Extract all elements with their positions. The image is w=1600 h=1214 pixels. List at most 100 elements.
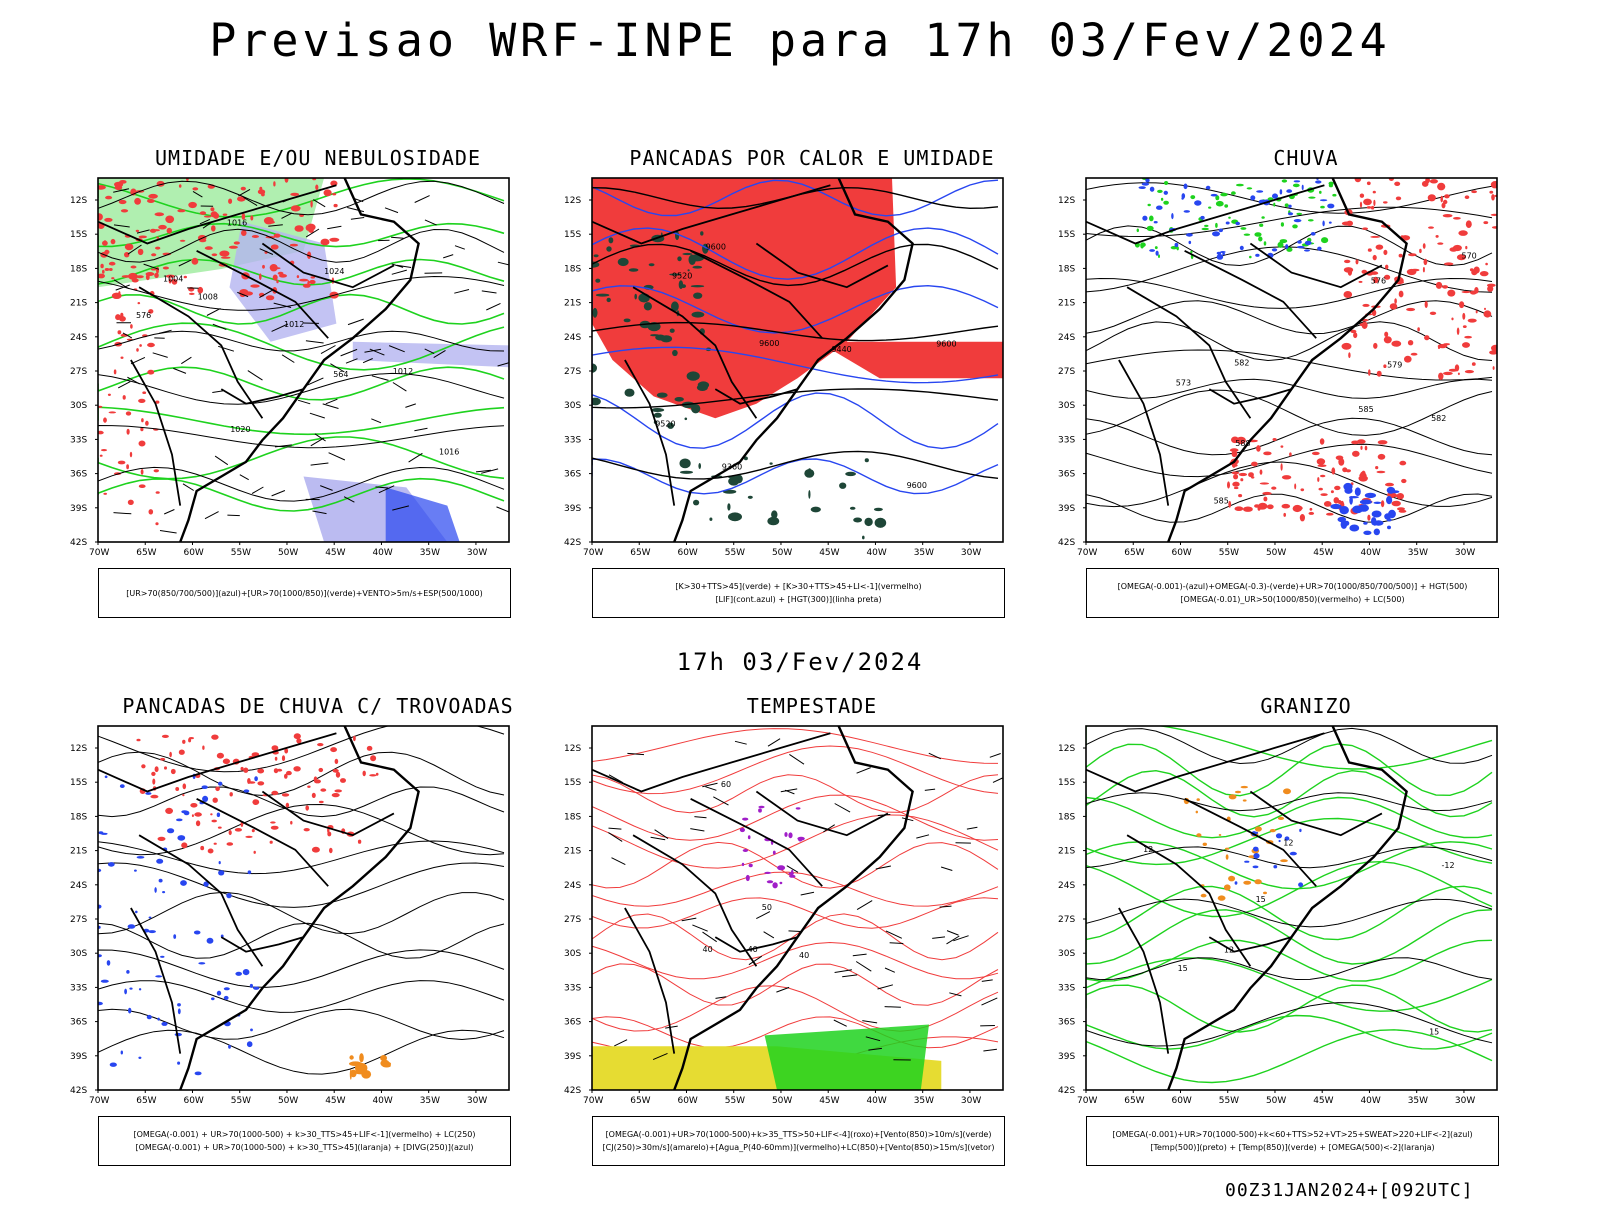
lat-label: 30S — [564, 949, 581, 959]
precip-cell — [1239, 473, 1247, 476]
lon-label: 35W — [420, 1096, 440, 1106]
precip-cell — [1365, 446, 1368, 451]
contour-label: 50 — [762, 903, 772, 912]
precip-cell — [1386, 496, 1392, 504]
moisture-cell — [138, 302, 141, 304]
moisture-cell — [332, 193, 336, 195]
lon-label: 60W — [183, 1096, 203, 1106]
thunder-cell — [213, 798, 218, 803]
precip-cell — [1391, 341, 1401, 347]
contour-line — [98, 467, 504, 501]
thunder-cell — [139, 988, 141, 990]
thunder-cell — [162, 891, 165, 893]
moisture-cell — [139, 441, 146, 447]
moisture-cell — [241, 230, 247, 236]
wind-arrow — [215, 456, 228, 465]
storm-cell — [796, 807, 801, 809]
thunder-cell — [353, 736, 356, 742]
storm-cell — [749, 864, 753, 868]
convection-cell — [634, 294, 637, 300]
precip-cell — [1256, 445, 1261, 452]
moisture-cell — [306, 225, 312, 231]
precip-cell — [1362, 304, 1369, 307]
precip-cell — [1349, 496, 1353, 505]
wind-arrow — [983, 1049, 997, 1051]
convection-cell — [808, 490, 810, 499]
moisture-cell — [121, 357, 124, 359]
lon-label: 35W — [420, 548, 440, 558]
wind-arrow — [160, 531, 177, 534]
precip-cell — [1491, 345, 1500, 352]
lat-label: 21S — [70, 847, 87, 857]
contour-line — [1086, 899, 1492, 927]
precip-cell — [1373, 200, 1375, 206]
lon-label: 40W — [866, 1096, 886, 1106]
precip-cell — [1149, 216, 1154, 222]
lat-label: 18S — [70, 264, 87, 274]
wind-arrow — [764, 932, 774, 938]
lon-label: 70W — [89, 548, 109, 558]
wind-arrow — [393, 383, 407, 392]
lat-label: 33S — [564, 983, 581, 993]
lon-label: 45W — [325, 548, 345, 558]
thunder-cell — [247, 1041, 253, 1047]
convection-cell — [771, 510, 777, 518]
lat-label: 27S — [564, 915, 581, 925]
moisture-cell — [204, 216, 212, 218]
precip-cell — [1430, 312, 1436, 315]
precip-cell — [1436, 282, 1442, 289]
country-border — [625, 908, 674, 1054]
lon-label: 60W — [677, 548, 697, 558]
wind-arrow — [609, 828, 622, 829]
lat-label: 27S — [70, 915, 87, 925]
thunder-cell — [218, 827, 222, 829]
storm-cell — [746, 875, 750, 881]
contour-label: 1012 — [284, 320, 304, 329]
lat-label: 33S — [70, 983, 87, 993]
precip-cell — [1271, 487, 1276, 490]
lon-label: 65W — [630, 1096, 650, 1106]
map-content — [1086, 175, 1500, 542]
wind-arrow — [415, 196, 430, 203]
lat-label: 27S — [1058, 915, 1075, 925]
moisture-cell — [309, 280, 315, 284]
thunder-cell — [120, 784, 125, 788]
thunder-cell — [332, 793, 340, 797]
thunder-cell — [253, 987, 259, 990]
precip-cell — [1154, 221, 1158, 223]
lat-label: 15S — [564, 778, 581, 788]
country-border — [139, 287, 262, 418]
thunder-cell — [108, 862, 115, 867]
wind-arrow — [925, 789, 935, 790]
thunder-cell — [307, 786, 310, 788]
lon-label: 50W — [278, 548, 298, 558]
moisture-cell — [103, 417, 107, 422]
thunder-cell — [243, 969, 250, 975]
legend-line-2: [LIF](cont.azul) + [HGT(300)](linha pret… — [715, 595, 881, 604]
precip-cell — [1317, 477, 1319, 482]
precip-cell — [1232, 472, 1240, 475]
wind-arrow — [347, 208, 364, 212]
lon-label: 30W — [1455, 1096, 1475, 1106]
moisture-cell — [252, 235, 259, 238]
legend-box: [OMEGA(-0.001)-(azul)+OMEGA(-0.3)-(verde… — [1086, 568, 1499, 618]
contour-line — [592, 914, 998, 960]
lat-label: 12S — [1058, 744, 1075, 754]
precip-cell — [1220, 193, 1227, 197]
precip-cell — [1255, 254, 1259, 257]
moisture-cell — [126, 464, 129, 469]
precip-cell — [1458, 230, 1467, 236]
thunder-cell — [226, 893, 231, 898]
moisture-cell — [184, 276, 187, 279]
lon-label: 65W — [630, 548, 650, 558]
wind-arrow — [455, 246, 465, 250]
lat-label: 42S — [70, 538, 87, 548]
thunder-cell — [217, 753, 224, 759]
moisture-cell — [223, 214, 228, 216]
precip-cell — [1390, 303, 1398, 309]
storm-cell — [788, 832, 792, 838]
precip-cell — [1315, 180, 1321, 183]
storm-cell — [758, 806, 764, 809]
moisture-cell — [114, 369, 117, 374]
precip-cell — [1263, 497, 1267, 502]
